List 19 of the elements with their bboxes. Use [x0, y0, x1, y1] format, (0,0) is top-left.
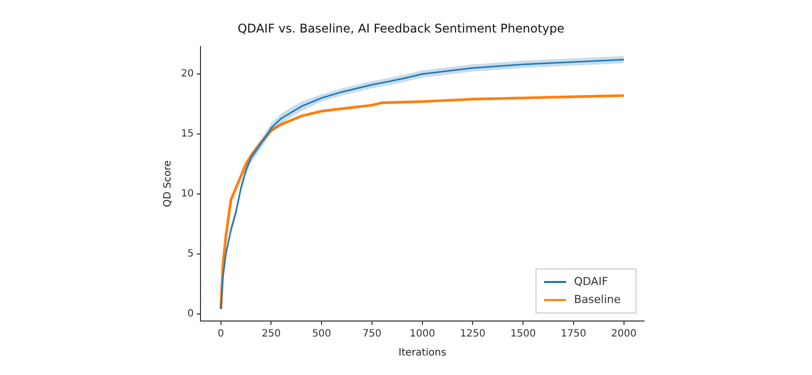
x-tick-label: 1750: [560, 328, 586, 340]
x-tick-label: 2000: [611, 328, 637, 340]
x-tick-label: 1000: [410, 328, 436, 340]
x-tick-label: 250: [262, 328, 281, 340]
x-tick-label: 0: [218, 328, 224, 340]
y-tick-label: 20: [180, 68, 194, 80]
x-tick-label: 500: [312, 328, 332, 340]
y-tick-label: 0: [187, 308, 194, 320]
y-tick-label: 10: [180, 188, 194, 200]
y-tick-label: 5: [187, 248, 194, 260]
chart-title: QDAIF vs. Baseline, AI Feedback Sentiment Phenotype: [238, 21, 564, 36]
legend-label: QDAIF: [574, 274, 608, 288]
legend-label: Baseline: [574, 292, 621, 306]
x-tick-label: 1250: [460, 328, 486, 340]
x-tick-label: 1500: [510, 328, 536, 340]
x-axis-title: Iterations: [398, 348, 446, 359]
y-tick-label: 15: [180, 128, 194, 140]
x-tick-label: 750: [362, 328, 382, 340]
y-axis-title: QD Score: [162, 160, 174, 208]
